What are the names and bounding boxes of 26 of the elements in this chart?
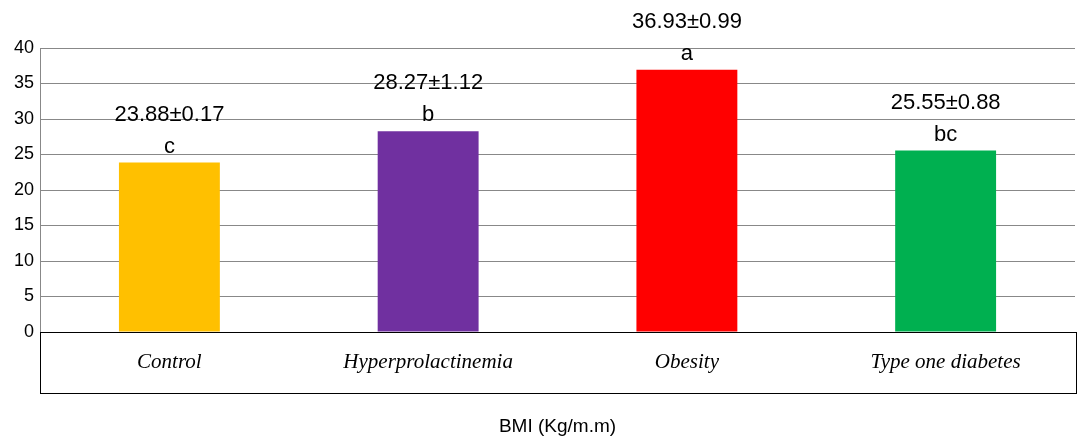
x-tick-label: Control xyxy=(137,349,202,374)
bar xyxy=(895,150,997,332)
annotation: bc xyxy=(934,120,958,146)
x-tick-label: Obesity xyxy=(654,349,720,374)
bar xyxy=(377,131,479,332)
data-label: 36.93±0.99 xyxy=(631,7,742,33)
y-tick-label: 25 xyxy=(13,143,35,164)
x-axis-title: BMI (Kg/m.m) xyxy=(498,414,617,436)
annotation: b xyxy=(422,101,435,127)
y-tick-label: 30 xyxy=(13,107,35,128)
y-tick-label: 15 xyxy=(13,214,35,235)
data-label: 23.88±0.17 xyxy=(114,100,225,126)
data-label: 25.55±0.88 xyxy=(890,88,1001,114)
bar xyxy=(636,69,738,332)
y-tick-label: 0 xyxy=(24,320,35,341)
annotation: c xyxy=(163,132,175,158)
y-tick-label: 10 xyxy=(13,249,35,270)
x-tick-label: Type one diabetes xyxy=(870,349,1021,374)
bar xyxy=(118,162,220,332)
y-tick-label: 5 xyxy=(24,285,35,306)
annotation: a xyxy=(680,39,694,65)
y-tick-label: 35 xyxy=(13,72,35,93)
y-tick-label: 40 xyxy=(13,36,35,57)
y-tick-label: 20 xyxy=(13,178,35,199)
x-tick-label: Hyperprolactinemia xyxy=(342,349,513,374)
data-label: 28.27±1.12 xyxy=(373,69,484,95)
